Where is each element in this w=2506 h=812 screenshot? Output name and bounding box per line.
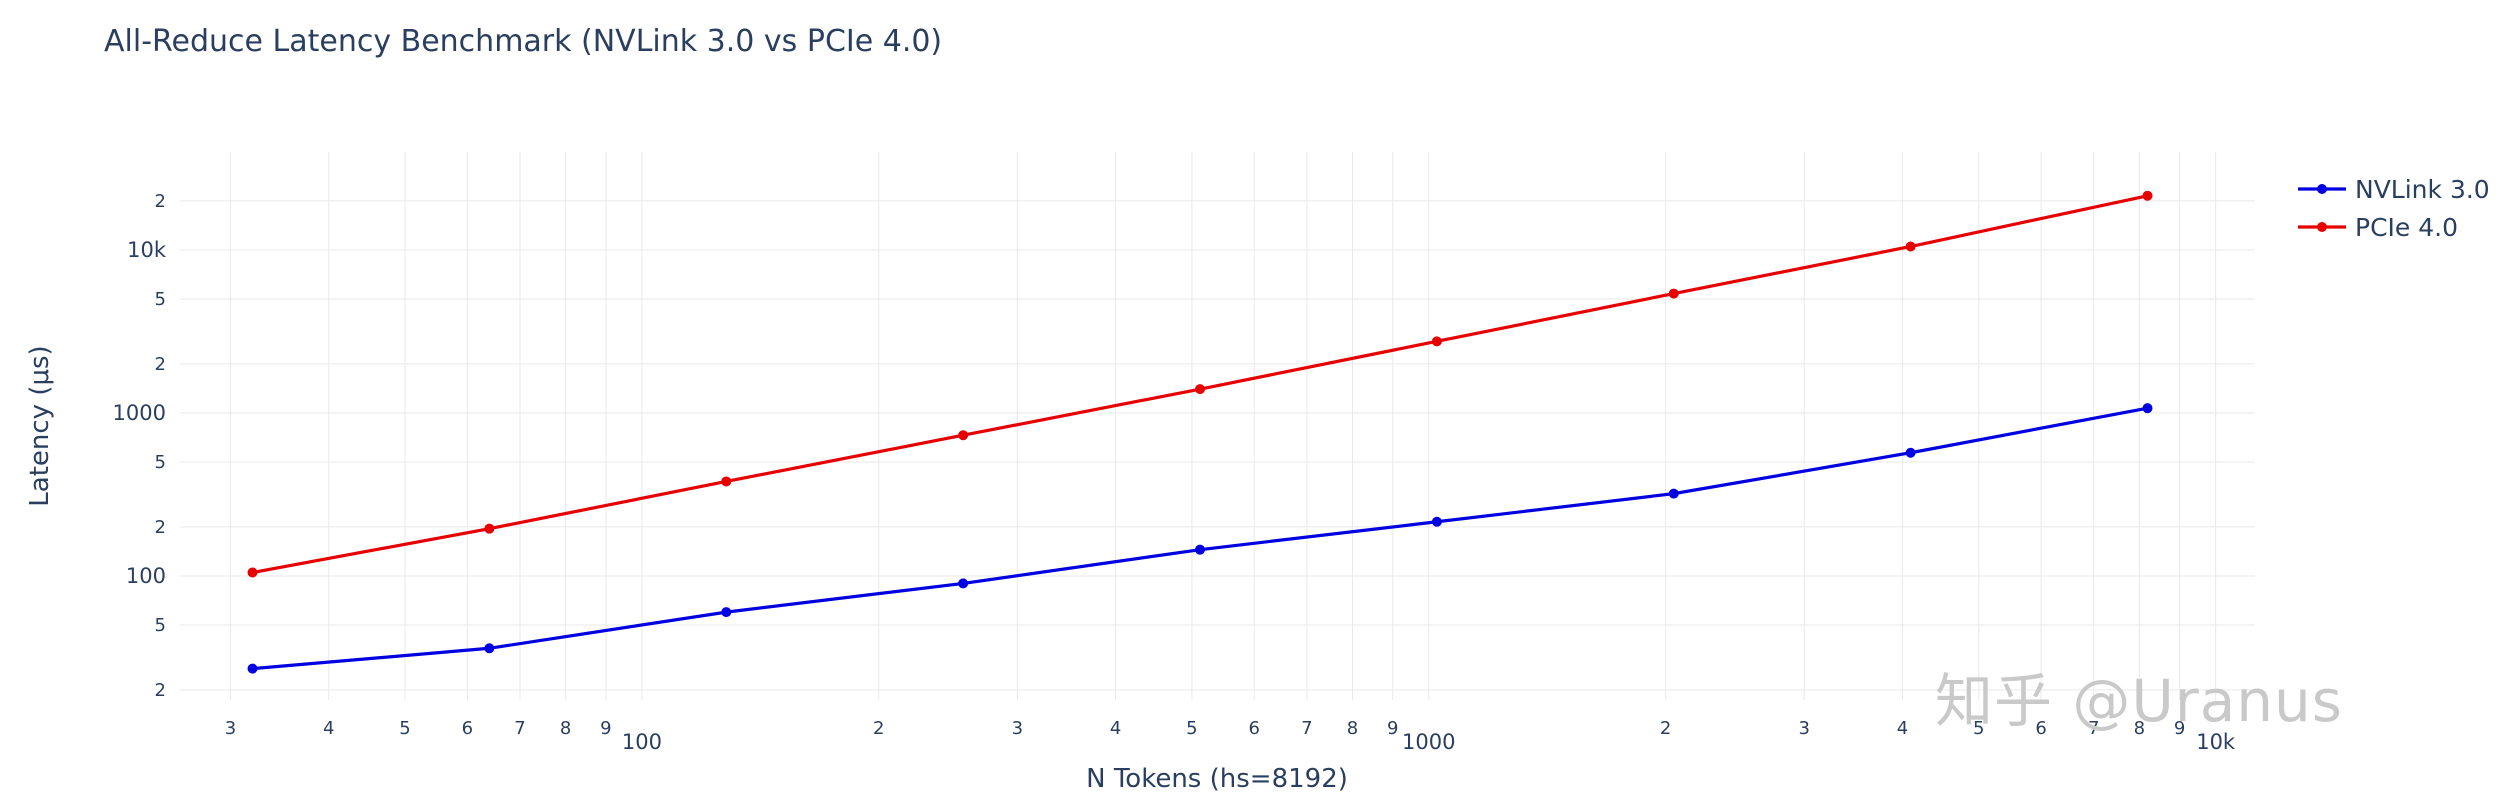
x-tick-label: 4: [323, 718, 334, 739]
x-tick-label: 4: [1897, 718, 1908, 739]
x-tick-label: 7: [514, 718, 525, 739]
x-tick-label: 5: [1973, 718, 1984, 739]
series-marker-nvlink-3-0[interactable]: [1431, 516, 1442, 527]
x-tick-label: 1000: [1402, 730, 1455, 754]
x-tick-label: 3: [1012, 718, 1023, 739]
series-marker-nvlink-3-0[interactable]: [1905, 447, 1916, 458]
x-tick-label: 8: [560, 718, 571, 739]
legend-item-label: NVLink 3.0: [2355, 174, 2490, 204]
series-marker-nvlink-3-0[interactable]: [2142, 403, 2153, 414]
x-tick-label: 8: [1347, 718, 1358, 739]
x-tick-label: 5: [1186, 718, 1197, 739]
series-marker-nvlink-3-0[interactable]: [958, 578, 969, 589]
x-tick-label: 6: [462, 718, 473, 739]
y-tick-label: 2: [155, 354, 166, 375]
series-marker-nvlink-3-0[interactable]: [247, 663, 258, 674]
y-tick-label: 5: [155, 615, 166, 636]
series-marker-pcie-4-0[interactable]: [1195, 384, 1206, 395]
x-tick-label: 3: [1798, 718, 1809, 739]
x-tick-label: 7: [2088, 718, 2099, 739]
y-tick-label: 2: [155, 517, 166, 538]
series-marker-pcie-4-0[interactable]: [247, 567, 258, 578]
legend-item-nvlink-3-0[interactable]: NVLink 3.0: [2298, 170, 2490, 208]
x-tick-label: 4: [1110, 718, 1121, 739]
legend-swatch-icon: [2298, 222, 2346, 232]
series-line-nvlink-3-0: [250, 406, 2150, 671]
chart-title: All-Reduce Latency Benchmark (NVLink 3.0…: [104, 24, 943, 59]
legend: NVLink 3.0 PCIe 4.0: [2298, 170, 2490, 246]
series-marker-pcie-4-0[interactable]: [1431, 336, 1442, 347]
legend-marker: [2317, 184, 2327, 194]
series-marker-nvlink-3-0[interactable]: [1195, 544, 1206, 555]
series-marker-pcie-4-0[interactable]: [484, 523, 495, 534]
x-tick-label: 6: [1248, 718, 1259, 739]
x-tick-label: 2: [873, 718, 884, 739]
y-tick-label: 1000: [113, 401, 166, 425]
series-marker-pcie-4-0[interactable]: [721, 476, 732, 487]
series-line-pcie-4-0: [250, 194, 2150, 575]
x-tick-label: 9: [600, 718, 611, 739]
x-tick-label: 10k: [2196, 730, 2236, 754]
series-marker-pcie-4-0[interactable]: [1668, 288, 1679, 299]
y-tick-label: 5: [155, 452, 166, 473]
x-tick-label: 6: [2035, 718, 2046, 739]
series-marker-nvlink-3-0[interactable]: [721, 607, 732, 618]
series-marker-nvlink-3-0[interactable]: [1668, 488, 1679, 499]
legend-item-label: PCIe 4.0: [2355, 212, 2458, 242]
y-tick-label: 10k: [127, 238, 167, 262]
x-tick-label: 2: [1660, 718, 1671, 739]
series-marker-pcie-4-0[interactable]: [2142, 190, 2153, 201]
x-axis-title: N Tokens (hs=8192): [1086, 764, 1348, 794]
y-tick-label: 100: [126, 564, 166, 588]
legend-item-pcie-4-0[interactable]: PCIe 4.0: [2298, 208, 2490, 246]
x-tick-label: 100: [622, 730, 662, 754]
y-tick-label: 2: [155, 680, 166, 701]
y-tick-label: 5: [155, 289, 166, 310]
series-marker-pcie-4-0[interactable]: [958, 430, 969, 441]
legend-swatch-icon: [2298, 184, 2346, 194]
x-tick-label: 7: [1301, 718, 1312, 739]
x-tick-label: 9: [1387, 718, 1398, 739]
x-tick-label: 8: [2134, 718, 2145, 739]
x-tick-label: 5: [399, 718, 410, 739]
x-tick-label: 9: [2174, 718, 2185, 739]
y-tick-label: 2: [155, 191, 166, 212]
x-tick-label: 3: [225, 718, 236, 739]
series-marker-pcie-4-0[interactable]: [1905, 241, 1916, 252]
legend-marker: [2317, 222, 2327, 232]
y-axis-title: Latency (μs): [25, 345, 55, 507]
series-marker-nvlink-3-0[interactable]: [484, 643, 495, 654]
